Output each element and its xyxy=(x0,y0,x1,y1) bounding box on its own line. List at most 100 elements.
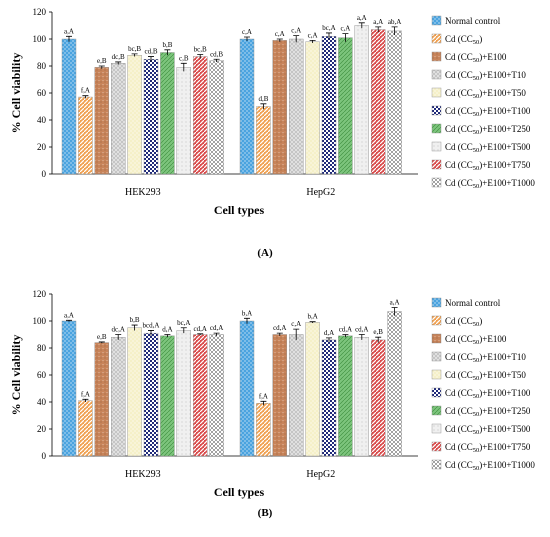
bar xyxy=(289,334,304,457)
bar xyxy=(321,36,337,175)
significance-label: a,A xyxy=(64,311,74,319)
bar xyxy=(387,30,402,175)
legend-swatch xyxy=(431,333,442,344)
error-bar xyxy=(326,337,332,342)
legend-swatch xyxy=(431,15,442,26)
significance-label: c,A xyxy=(340,25,350,33)
bar xyxy=(127,327,142,457)
error-bar xyxy=(342,334,349,338)
error-bar xyxy=(164,49,171,56)
legend-swatch xyxy=(431,423,442,434)
legend-swatch xyxy=(431,123,442,134)
significance-label: bc,B xyxy=(128,45,141,53)
legend-label: Cd (CC50)+E100+T500 xyxy=(445,142,531,154)
significance-label: cd,B xyxy=(144,48,157,56)
significance-label: b,A xyxy=(307,313,317,321)
bar xyxy=(256,403,271,457)
bar xyxy=(272,334,287,457)
category-label: HepG2 xyxy=(306,469,335,480)
legend-swatch xyxy=(431,441,442,452)
significance-label: e,B xyxy=(97,57,107,65)
bar xyxy=(94,342,110,457)
legend-label: Cd (CC50)+E100+T1000 xyxy=(445,460,535,472)
error-bar xyxy=(148,56,154,62)
bar xyxy=(110,337,126,457)
legend-swatch xyxy=(431,87,442,98)
significance-label: f,A xyxy=(81,390,90,398)
legend-label: Cd (CC50)+E100+T100 xyxy=(445,106,531,118)
error-bar xyxy=(342,33,349,42)
significance-label: a,A xyxy=(64,27,74,35)
error-bar xyxy=(244,317,250,324)
bar xyxy=(78,400,93,457)
legend-swatch xyxy=(431,177,442,188)
y-tick-label: 120 xyxy=(33,289,47,299)
error-bar xyxy=(260,103,267,110)
error-bar xyxy=(276,332,283,336)
y-tick-label: 0 xyxy=(42,451,47,461)
significance-label: cd,A xyxy=(193,325,206,333)
significance-label: bcd,A xyxy=(143,321,160,329)
legend-label: Cd (CC50)+E100+T10 xyxy=(445,352,526,364)
legend-label: Cd (CC50)+E100+T1000 xyxy=(445,178,535,190)
legend-swatch xyxy=(431,315,442,326)
legend-label: Cd (CC50)+E100+T250 xyxy=(445,406,531,418)
significance-label: c,A xyxy=(291,320,301,328)
significance-label: d,B xyxy=(258,95,268,103)
error-bar xyxy=(98,341,105,344)
legend-label: Cd (CC50)+E100 xyxy=(445,52,507,64)
error-bar xyxy=(213,332,220,336)
significance-label: bc,A xyxy=(322,24,335,32)
legend-label: Cd (CC50)+E100+T100 xyxy=(445,388,531,400)
bar xyxy=(78,96,93,175)
error-bar xyxy=(82,398,89,402)
bar xyxy=(239,38,255,175)
error-bar xyxy=(244,36,250,42)
significance-label: cd,A xyxy=(355,326,368,334)
legend-swatch xyxy=(431,369,442,380)
y-tick-label: 60 xyxy=(37,370,47,380)
error-bar xyxy=(66,35,72,42)
panel-label: (B) xyxy=(258,507,273,519)
x-axis-title: Cell types xyxy=(214,203,265,217)
legend-label: Normal control xyxy=(445,16,501,26)
significance-label: a,A xyxy=(390,299,400,307)
y-tick-label: 40 xyxy=(37,115,47,125)
significance-label: c,B xyxy=(179,54,189,62)
bar xyxy=(209,60,224,175)
significance-label: dc,A xyxy=(111,326,124,334)
bar xyxy=(321,339,337,457)
bar xyxy=(272,40,287,175)
bar xyxy=(289,38,304,175)
error-bar xyxy=(197,54,204,59)
bar xyxy=(143,332,159,457)
significance-label: cd,A xyxy=(339,326,352,334)
category-label: HEK293 xyxy=(125,187,161,198)
legend-swatch xyxy=(431,405,442,416)
chart-panel-a: 0 20 40 60 80 100 120 % Cell viability a,A f,A e,B… xyxy=(9,7,535,259)
error-bar xyxy=(309,321,316,324)
y-tick-label: 60 xyxy=(37,88,47,98)
y-tick-label: 20 xyxy=(37,424,47,434)
significance-label: b,A xyxy=(242,309,252,317)
bar xyxy=(371,339,386,457)
significance-label: c,A xyxy=(242,28,252,36)
error-bar xyxy=(358,334,365,340)
bar xyxy=(305,322,320,457)
error-bar xyxy=(293,328,300,340)
bar xyxy=(256,106,271,175)
bar xyxy=(94,67,110,175)
y-tick-label: 120 xyxy=(33,7,47,17)
legend-label: Cd (CC50)+E100+T500 xyxy=(445,424,531,436)
significance-label: f,A xyxy=(259,392,268,400)
error-bar xyxy=(131,53,138,57)
legend-label: Cd (CC50)+E100+T10 xyxy=(445,70,526,82)
significance-label: c,A xyxy=(308,31,318,39)
panel-label: (A) xyxy=(257,247,273,259)
error-bar xyxy=(180,62,187,72)
bar xyxy=(338,335,353,457)
error-bar xyxy=(326,32,332,40)
error-bar xyxy=(197,333,204,336)
legend-label: Cd (CC50)+E100 xyxy=(445,334,507,346)
